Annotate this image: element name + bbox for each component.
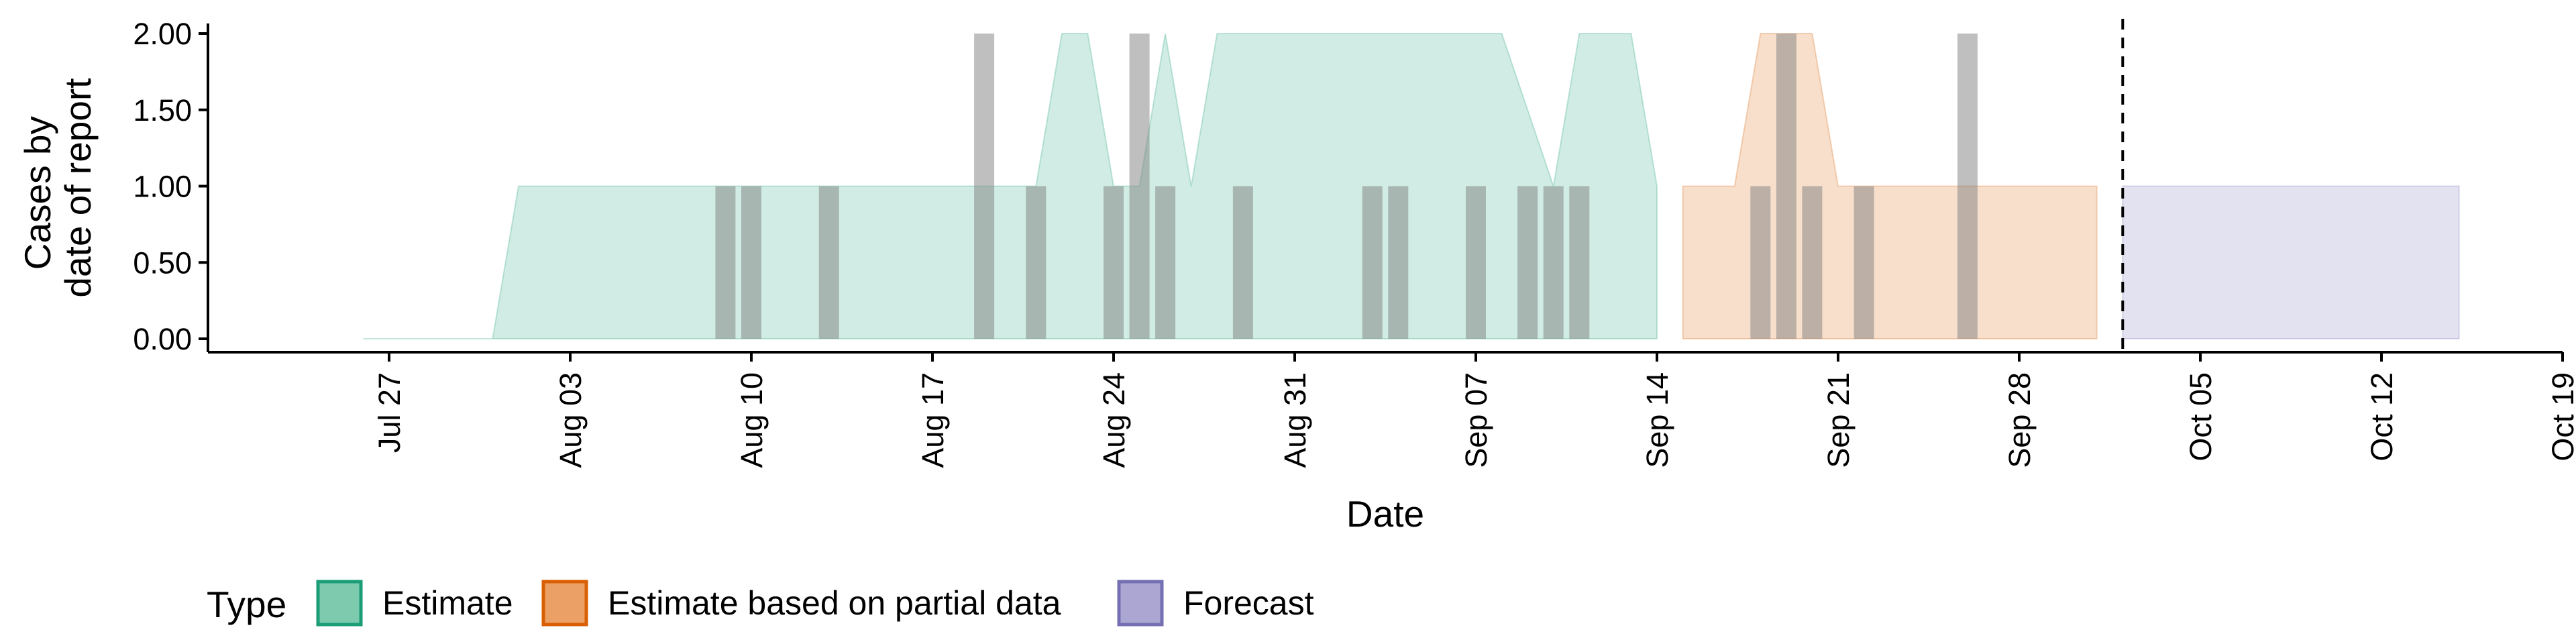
- reported-bar-2020-08-13: [818, 186, 839, 339]
- legend-label: Forecast: [1183, 584, 1314, 622]
- reported-bar-2020-09-19: [1776, 34, 1796, 339]
- y-axis-title: Cases by date of report: [17, 78, 99, 297]
- reported-bar-2020-09-09: [1517, 186, 1538, 339]
- area-forecast: [2122, 185, 2460, 339]
- x-tick-label: Aug 10: [735, 372, 769, 468]
- reported-bar-2020-08-24: [1104, 186, 1124, 339]
- y-tick-label: 2.00: [133, 17, 192, 51]
- legend-key-estimate: [316, 580, 363, 627]
- legend-title: Type: [207, 584, 286, 625]
- reported-bar-2020-09-20: [1802, 186, 1823, 339]
- reported-bar-2020-08-19: [974, 34, 995, 339]
- reported-bar-2020-08-25: [1129, 34, 1150, 339]
- area-estimate: [363, 33, 1658, 339]
- legend-label: Estimate based on partial data: [608, 584, 1061, 622]
- x-tick-label: Aug 17: [916, 372, 950, 468]
- reported-bar-2020-09-11: [1569, 186, 1590, 339]
- reported-bar-2020-09-03: [1362, 186, 1383, 339]
- y-axis: 0.00 0.50 1.00 1.50 2.00: [133, 17, 209, 356]
- reported-bar-2020-09-04: [1388, 186, 1409, 339]
- reported-bar-2020-08-10: [741, 186, 761, 339]
- x-tick-label: Sep 28: [2002, 372, 2037, 468]
- reported-bar-2020-09-26: [1957, 34, 1978, 339]
- x-tick-label: Sep 07: [1459, 372, 1493, 468]
- reported-bar-2020-09-10: [1543, 186, 1564, 339]
- x-tick-label: Aug 31: [1278, 372, 1312, 468]
- x-axis-title: Date: [1346, 493, 1424, 535]
- legend-label: Estimate: [382, 584, 513, 622]
- y-axis-title-line-2: date of report: [57, 78, 99, 297]
- reported-bar-2020-09-07: [1466, 186, 1486, 339]
- y-axis-title-line-1: Cases by: [17, 116, 58, 270]
- y-tick-label: 1.00: [133, 170, 192, 204]
- x-tick-label: Oct 19: [2546, 372, 2576, 462]
- reported-bar-2020-08-29: [1232, 186, 1253, 339]
- reported-bar-2020-08-26: [1155, 186, 1176, 339]
- y-tick-label: 0.00: [133, 322, 192, 356]
- reported-bar-2020-08-21: [1026, 186, 1046, 339]
- x-tick-label: Jul 27: [372, 372, 407, 453]
- y-tick-label: 1.50: [133, 93, 192, 127]
- reported-bar-2020-09-22: [1854, 186, 1874, 339]
- reported-case-bars: [715, 34, 1978, 339]
- estimate-areas: [363, 33, 2460, 339]
- x-tick-label: Oct 05: [2184, 372, 2218, 462]
- x-tick-label: Oct 12: [2365, 372, 2399, 462]
- x-tick-label: Sep 21: [1821, 372, 1856, 468]
- reported-bar-2020-09-18: [1750, 186, 1771, 339]
- area-estimate-based-on-partial-data: [1682, 33, 2098, 339]
- x-axis: Jul 27 Aug 03 Aug 10 Aug 17 Aug 24 Aug 31 Sep …: [208, 351, 2576, 468]
- reported-bar-2020-08-09: [715, 186, 736, 339]
- x-tick-label: Aug 24: [1097, 372, 1131, 468]
- legend-key-forecast: [1117, 580, 1164, 627]
- legend: Type Estimate Estimate based on partial d…: [207, 580, 1314, 627]
- x-tick-label: Aug 03: [553, 372, 588, 468]
- x-tick-label: Sep 14: [1640, 372, 1674, 468]
- y-tick-label: 0.50: [133, 246, 192, 280]
- legend-key-estimate-based-on-partial-data: [541, 580, 588, 627]
